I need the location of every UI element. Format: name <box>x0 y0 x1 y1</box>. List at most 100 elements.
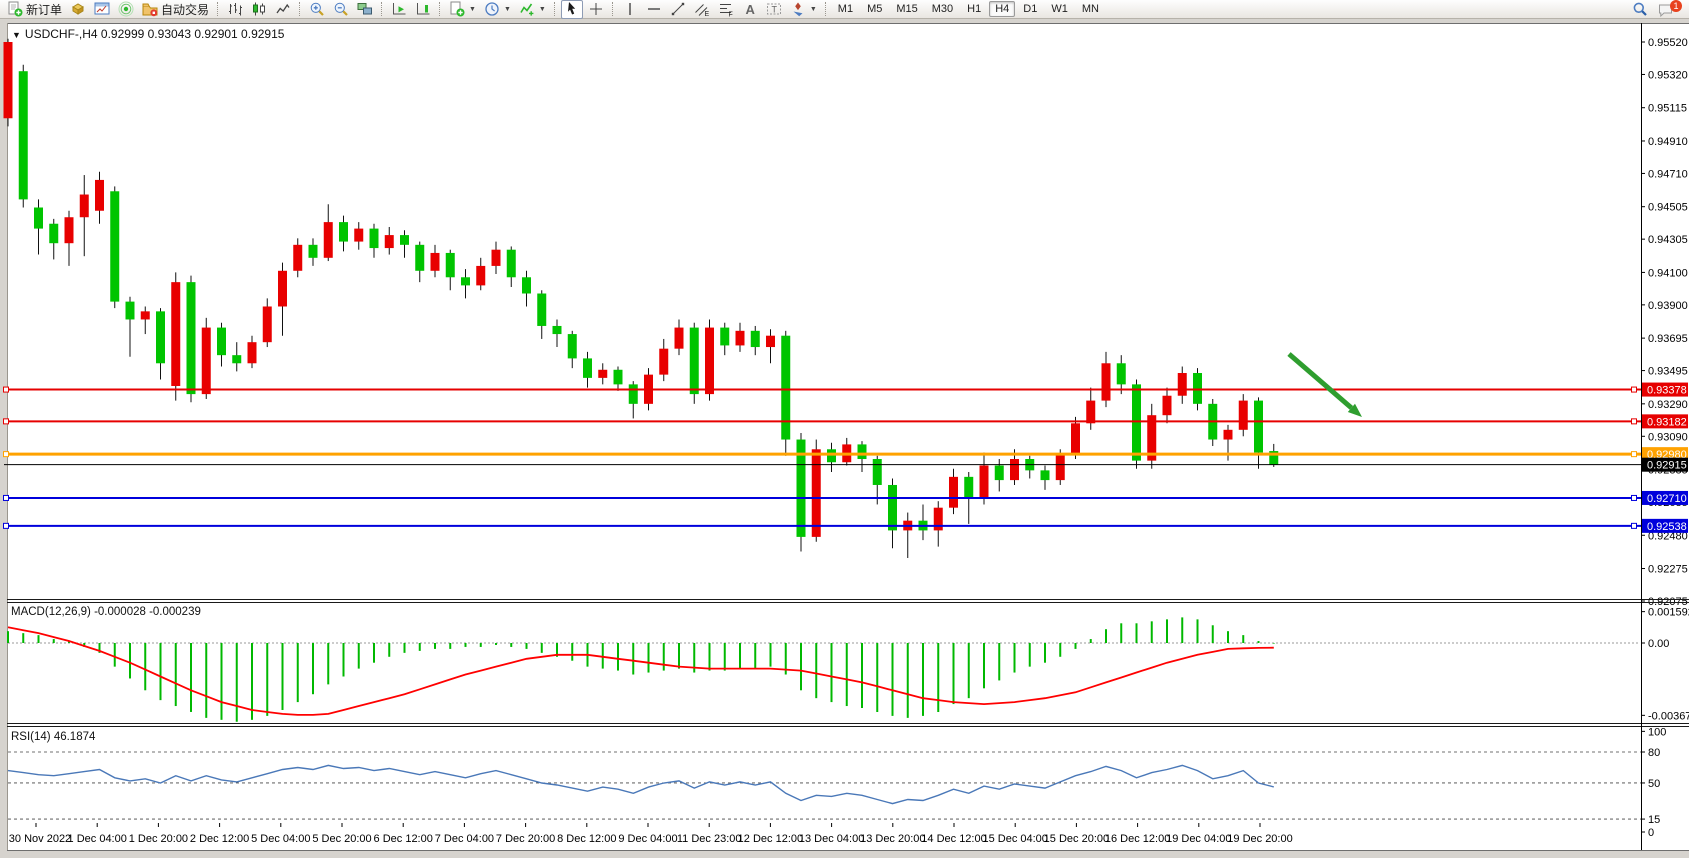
chevron-down-icon: ▼ <box>809 5 817 13</box>
new-chart-button[interactable] <box>91 0 113 19</box>
svg-text:0.92480: 0.92480 <box>1648 530 1688 542</box>
timeframe-button-mn[interactable]: MN <box>1081 3 1099 15</box>
toolbar-separator <box>299 2 301 16</box>
signal-icon <box>118 1 134 17</box>
svg-text:15 Dec 20:00: 15 Dec 20:00 <box>1044 833 1109 845</box>
line-chart-button[interactable] <box>272 0 294 19</box>
arrows-tool-button[interactable]: ▼ <box>787 0 820 19</box>
chart-menu-icon[interactable]: ▼ <box>12 30 21 40</box>
svg-text:13 Dec 20:00: 13 Dec 20:00 <box>860 833 925 845</box>
text-icon: A <box>745 2 755 17</box>
svg-text:19 Dec 04:00: 19 Dec 04:00 <box>1166 833 1231 845</box>
timeframe-button-d1[interactable]: D1 <box>1023 3 1038 15</box>
indicators-icon <box>520 3 534 16</box>
toolbar-separator <box>439 2 441 16</box>
toolbar: 新订单 自动交易 ▼ ▼ ▼ E F A T ▼ M1 M5 M15 M30 H1 H4 D1 W1 MN 1 <box>0 0 1689 19</box>
svg-text:0.95520: 0.95520 <box>1648 37 1688 49</box>
svg-text:E: E <box>704 11 709 17</box>
vline-icon <box>629 3 631 15</box>
svg-text:0.94710: 0.94710 <box>1648 168 1688 180</box>
svg-text:0.93378: 0.93378 <box>1647 385 1687 397</box>
toolbar-separator <box>553 2 556 16</box>
rsi-line <box>7 764 1274 805</box>
svg-text:F: F <box>728 12 732 18</box>
svg-text:100: 100 <box>1648 726 1666 738</box>
svg-text:30 Nov 2022: 30 Nov 2022 <box>9 833 71 845</box>
cursor-tool-button[interactable] <box>560 0 583 19</box>
annotation-arrow[interactable] <box>1287 352 1354 410</box>
svg-text:0.92710: 0.92710 <box>1647 493 1687 505</box>
auto-scroll-button[interactable] <box>388 0 410 19</box>
chart-title: ▼ USDCHF-,H4 0.92999 0.93043 0.92901 0.92… <box>12 27 284 41</box>
svg-text:0.94910: 0.94910 <box>1648 136 1688 148</box>
period-menu-button[interactable]: ▼ <box>481 0 514 19</box>
profiles-button[interactable] <box>67 0 89 19</box>
autotrading-icon <box>142 3 158 17</box>
shapes-icon <box>793 2 803 17</box>
svg-text:0.93290: 0.93290 <box>1648 399 1688 411</box>
svg-text:50: 50 <box>1648 778 1660 790</box>
timeframe-button-w1[interactable]: W1 <box>1051 3 1068 15</box>
timeframe-button-m1[interactable]: M1 <box>837 3 854 15</box>
new-order-dd-icon <box>450 1 465 17</box>
new-order-button[interactable]: 新订单 <box>4 0 65 19</box>
chevron-down-icon: ▼ <box>469 5 476 13</box>
svg-text:12 Dec 12:00: 12 Dec 12:00 <box>738 833 803 845</box>
crosshair-tool-button[interactable] <box>585 0 607 19</box>
svg-text:1 Dec 04:00: 1 Dec 04:00 <box>68 833 127 845</box>
rsi-pane: 100 80 50 150 <box>7 726 1666 839</box>
svg-text:9 Dec 04:00: 9 Dec 04:00 <box>618 833 677 845</box>
bar-chart-button[interactable] <box>224 0 246 19</box>
vertical-line-tool-button[interactable] <box>619 0 641 19</box>
bars-icon <box>229 3 243 16</box>
text-label-tool-button[interactable]: T <box>763 0 785 19</box>
timeframe-button-h1[interactable]: H1 <box>967 3 982 15</box>
svg-text:0.92915: 0.92915 <box>1647 460 1687 472</box>
indicators-menu-button[interactable]: ▼ <box>516 0 549 19</box>
svg-text:16 Dec 12:00: 16 Dec 12:00 <box>1105 833 1170 845</box>
svg-text:5 Dec 04:00: 5 Dec 04:00 <box>251 833 310 845</box>
svg-text:6 Dec 12:00: 6 Dec 12:00 <box>374 833 433 845</box>
svg-text:13 Dec 04:00: 13 Dec 04:00 <box>799 833 864 845</box>
trendline-tool-button[interactable] <box>667 0 689 19</box>
autotrading-button[interactable]: 自动交易 <box>139 0 212 19</box>
tile-windows-button[interactable] <box>354 0 376 19</box>
timeframe-button-m5[interactable]: M5 <box>867 3 883 15</box>
svg-text:0.92538: 0.92538 <box>1647 521 1687 533</box>
timeframe-button-m30[interactable]: M30 <box>931 3 954 15</box>
svg-text:0.93495: 0.93495 <box>1648 366 1688 378</box>
equidistant-channel-tool-button[interactable]: E <box>691 0 713 19</box>
zoom-out-button[interactable] <box>330 0 352 19</box>
svg-text:14 Dec 12:00: 14 Dec 12:00 <box>921 833 986 845</box>
candlestick-chart-button[interactable] <box>248 0 270 19</box>
text-tool-button[interactable]: A <box>739 0 761 19</box>
candles-icon <box>253 2 266 16</box>
svg-text:0.94505: 0.94505 <box>1648 202 1688 214</box>
horizontal-line-tool-button[interactable] <box>643 0 665 19</box>
timeframe-button-h4[interactable]: H4 <box>989 1 1016 17</box>
signals-button[interactable] <box>115 0 137 19</box>
new-order-button-label: 新订单 <box>26 2 63 17</box>
rsi-indicator-label: RSI(14) 46.1874 <box>11 731 96 743</box>
new-order-icon <box>8 1 23 17</box>
new-order-menu-button[interactable]: ▼ <box>446 0 479 19</box>
toolbar-separator <box>611 2 614 16</box>
timeframe-button-m15[interactable]: M15 <box>896 3 918 15</box>
svg-text:8 Dec 12:00: 8 Dec 12:00 <box>557 833 616 845</box>
autotrading-button-label: 自动交易 <box>161 2 210 17</box>
chat-button[interactable]: 1 <box>1658 0 1682 18</box>
chart-shift-button[interactable] <box>412 0 434 19</box>
toolbar-separator <box>381 2 383 16</box>
zoom-in-button[interactable] <box>306 0 328 19</box>
svg-text:80: 80 <box>1648 747 1660 759</box>
fibonacci-icon: F <box>719 4 733 18</box>
fibonacci-tool-button[interactable]: F <box>715 0 737 19</box>
cursor-icon <box>567 2 576 15</box>
search-button[interactable] <box>1629 0 1651 19</box>
module-cube-icon <box>72 3 84 15</box>
svg-text:A: A <box>745 2 755 17</box>
clock-icon <box>485 2 499 16</box>
